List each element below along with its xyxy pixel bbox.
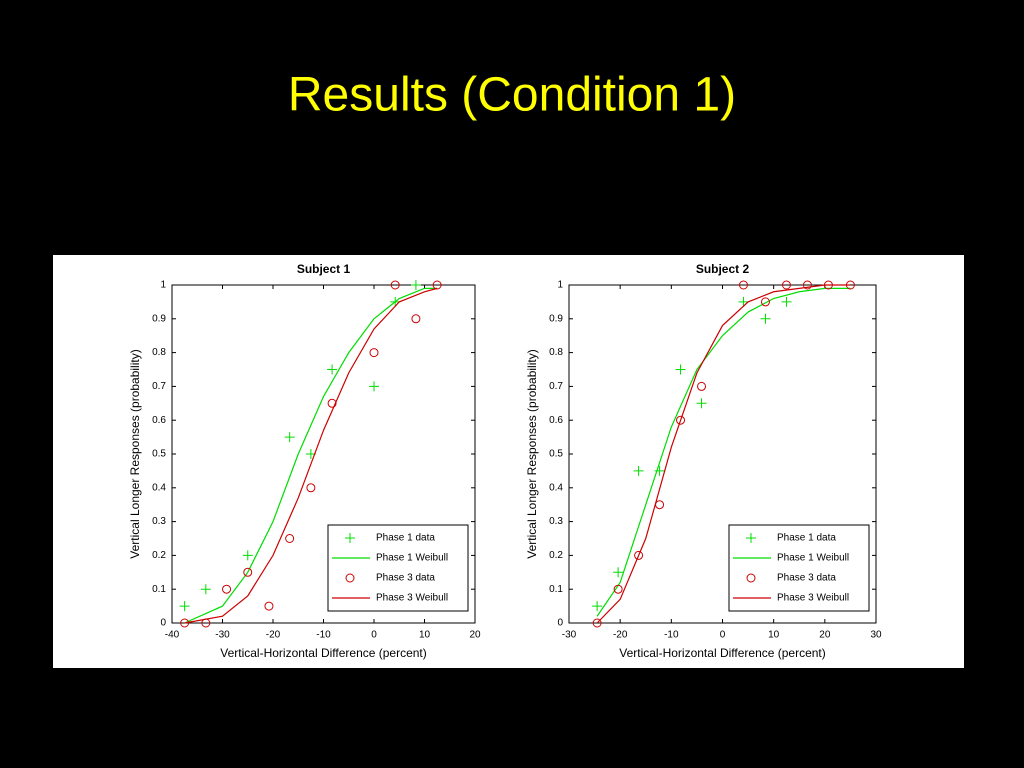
plus-marker: [696, 398, 707, 409]
x-tick-label: 20: [819, 630, 831, 641]
x-tick-label: 0: [371, 630, 377, 641]
plus-marker: [200, 584, 211, 595]
legend-label: Phase 3 data: [777, 573, 836, 584]
legend-label: Phase 3 Weibull: [777, 593, 849, 604]
y-tick-label: 0.2: [549, 550, 563, 561]
legend-box: [728, 524, 870, 612]
legend-swatch: [345, 533, 355, 543]
circle-marker: [243, 567, 253, 577]
slide-title: Results (Condition 1): [288, 69, 736, 122]
circle-marker: [306, 483, 316, 493]
y-tick-label: 1: [160, 280, 166, 291]
plus-marker: [592, 601, 603, 612]
circle-marker: [390, 280, 400, 290]
x-tick-label: 10: [419, 630, 431, 641]
y-tick-label: 0: [557, 618, 563, 629]
circle-marker: [369, 348, 379, 358]
circle-marker: [592, 618, 602, 628]
plus-marker: [738, 296, 749, 307]
x-tick-label: 30: [870, 630, 882, 641]
x-axis-label: Vertical-Horizontal Difference (percent): [619, 646, 826, 660]
y-tick-label: 0.8: [549, 347, 563, 358]
plus-marker: [675, 364, 686, 375]
y-tick-label: 0.9: [152, 313, 166, 324]
circle-marker: [738, 280, 748, 290]
circle-marker: [781, 280, 791, 290]
legend-swatch: [746, 573, 756, 583]
circle-marker: [634, 550, 644, 560]
x-tick-label: -10: [316, 630, 331, 641]
circle-marker: [285, 534, 295, 543]
x-tick-label: 20: [469, 630, 481, 641]
x-tick-label: -20: [613, 630, 628, 641]
y-tick-label: 0.8: [152, 347, 166, 358]
plus-marker: [613, 567, 624, 578]
fit-line: [596, 284, 851, 624]
y-tick-label: 0.4: [152, 482, 166, 493]
legend-label: Phase 1 data: [376, 533, 435, 544]
x-tick-label: -20: [266, 630, 281, 641]
legend-label: Phase 1 data: [777, 533, 836, 544]
circle-marker: [264, 601, 274, 611]
legend-swatch: [345, 573, 355, 583]
x-tick-label: 10: [768, 630, 780, 641]
y-tick-label: 0.4: [549, 482, 563, 493]
circle-marker: [760, 297, 770, 307]
legend-box: [327, 524, 469, 612]
plus-marker: [284, 432, 295, 443]
y-tick-label: 0.9: [549, 313, 563, 324]
y-tick-label: 0.1: [152, 584, 166, 595]
y-tick-label: 0.3: [549, 516, 563, 527]
legend-label: Phase 1 Weibull: [376, 553, 448, 564]
plus-marker: [633, 465, 644, 476]
plus-marker: [242, 550, 253, 561]
fit-line: [184, 287, 438, 624]
y-axis-label: Vertical Longer Responses (probability): [525, 349, 539, 558]
x-tick-label: -10: [664, 630, 679, 641]
y-tick-label: 0: [160, 618, 166, 629]
circle-marker: [613, 584, 623, 594]
y-tick-label: 0.6: [549, 415, 563, 426]
chart-title: Subject 2: [696, 262, 750, 276]
circle-marker: [180, 618, 190, 628]
circle-marker: [802, 280, 812, 290]
x-tick-label: 0: [720, 630, 726, 641]
plus-marker: [410, 280, 421, 290]
plus-marker: [781, 296, 792, 307]
y-tick-label: 0.5: [152, 449, 166, 460]
circle-marker: [411, 314, 421, 324]
x-tick-label: -30: [215, 630, 230, 641]
legend-label: Phase 3 Weibull: [376, 593, 448, 604]
y-tick-label: 0.5: [549, 449, 563, 460]
x-axis-label: Vertical-Horizontal Difference (percent): [220, 646, 427, 660]
plus-marker: [760, 313, 771, 324]
plus-marker: [327, 364, 338, 375]
plus-marker: [369, 381, 379, 392]
circle-marker: [222, 584, 232, 594]
plus-marker: [179, 601, 190, 612]
y-tick-label: 0.2: [152, 550, 166, 561]
legend-label: Phase 1 Weibull: [777, 553, 849, 564]
fit-line: [596, 287, 851, 617]
y-tick-label: 0.7: [152, 381, 166, 392]
plus-marker: [654, 465, 665, 476]
y-tick-label: 0.1: [549, 584, 563, 595]
chart-title: Subject 1: [297, 262, 351, 276]
fit-line: [184, 287, 438, 624]
y-tick-label: 0.7: [549, 381, 563, 392]
y-tick-label: 0.6: [152, 415, 166, 426]
legend-swatch: [746, 533, 756, 543]
x-tick-label: -40: [165, 630, 180, 641]
x-tick-label: -30: [562, 630, 577, 641]
y-tick-label: 1: [557, 280, 563, 291]
legend-label: Phase 3 data: [376, 573, 435, 584]
circle-marker: [327, 398, 337, 408]
y-axis-label: Vertical Longer Responses (probability): [128, 349, 142, 558]
circle-marker: [676, 415, 686, 425]
circle-marker: [697, 381, 707, 391]
y-tick-label: 0.3: [152, 516, 166, 527]
